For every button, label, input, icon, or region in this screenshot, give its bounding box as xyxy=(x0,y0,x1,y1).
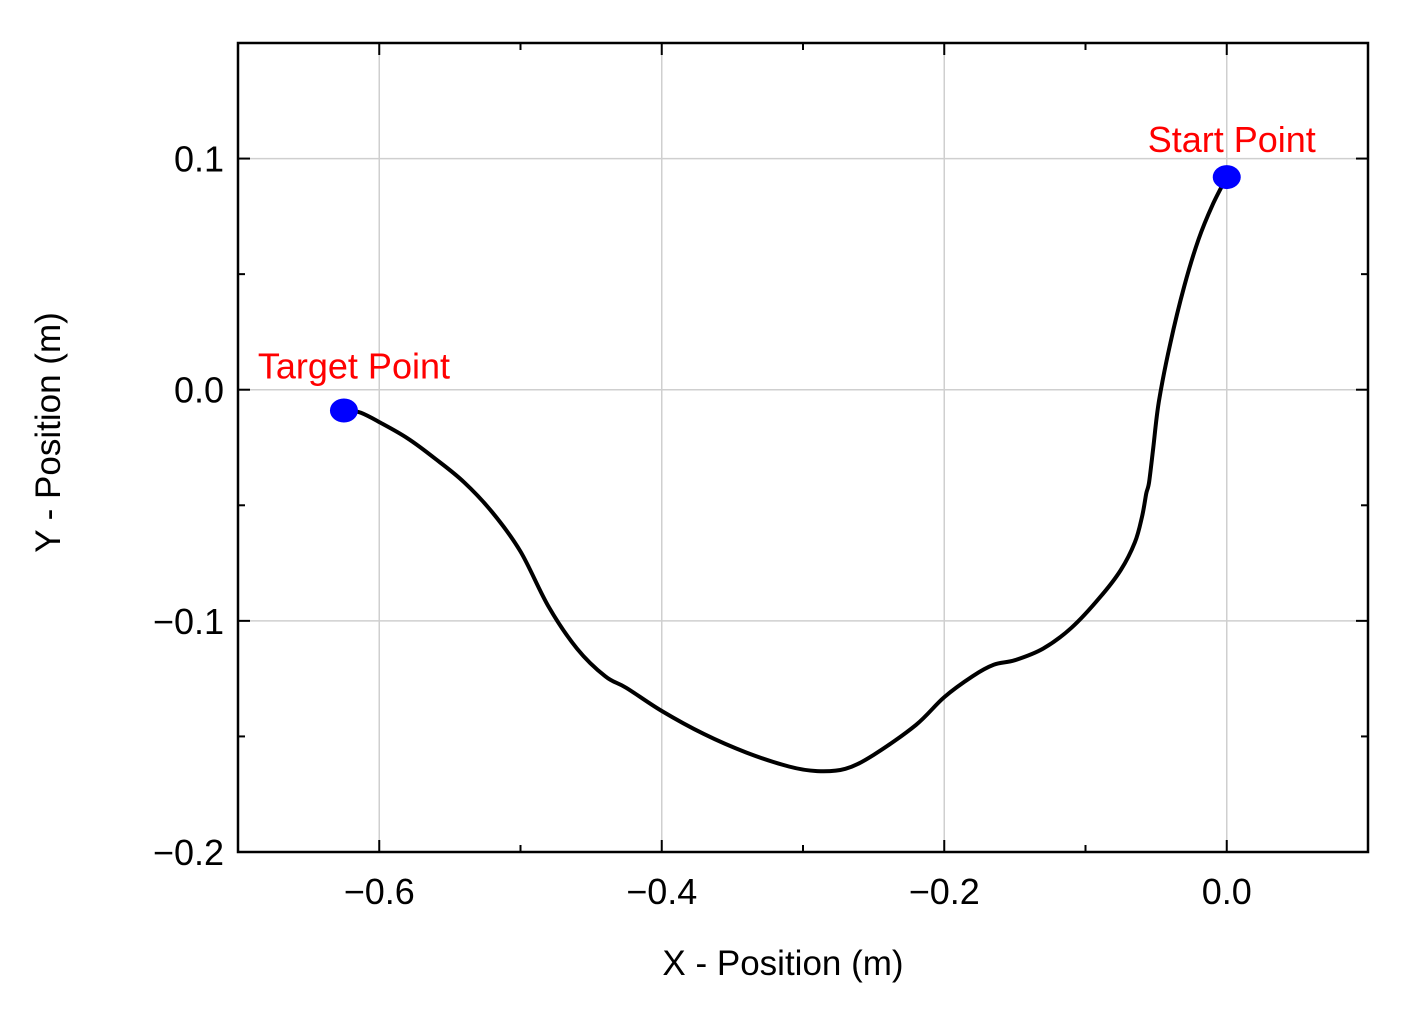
y-axis-title: Y - Position (m) xyxy=(29,312,68,553)
x-tick-label: −0.4 xyxy=(626,871,697,912)
y-tick-label: 0.1 xyxy=(174,139,224,180)
trajectory-line xyxy=(341,175,1229,774)
grid xyxy=(238,43,1368,853)
target-point-marker xyxy=(329,398,358,423)
x-tick-labels: −0.6 −0.4 −0.2 0.0 xyxy=(344,871,1252,912)
start-point-marker xyxy=(1212,165,1241,190)
y-tick-label: −0.2 xyxy=(153,832,224,873)
axis-ticks xyxy=(238,43,1368,853)
y-tick-label: 0.0 xyxy=(174,370,224,411)
plot-frame xyxy=(236,41,1370,854)
target-point-label: Target Point xyxy=(258,346,450,387)
x-tick-label: 0.0 xyxy=(1202,871,1252,912)
x-tick-label: −0.2 xyxy=(909,871,980,912)
x-axis-title: X - Position (m) xyxy=(662,944,903,983)
x-tick-label: −0.6 xyxy=(344,871,415,912)
y-tick-label: −0.1 xyxy=(153,601,224,642)
start-point-label: Start Point xyxy=(1148,119,1316,160)
y-tick-labels: −0.2 −0.1 0.0 0.1 xyxy=(153,139,224,873)
marked-points: Start Point Target Point xyxy=(258,119,1316,423)
